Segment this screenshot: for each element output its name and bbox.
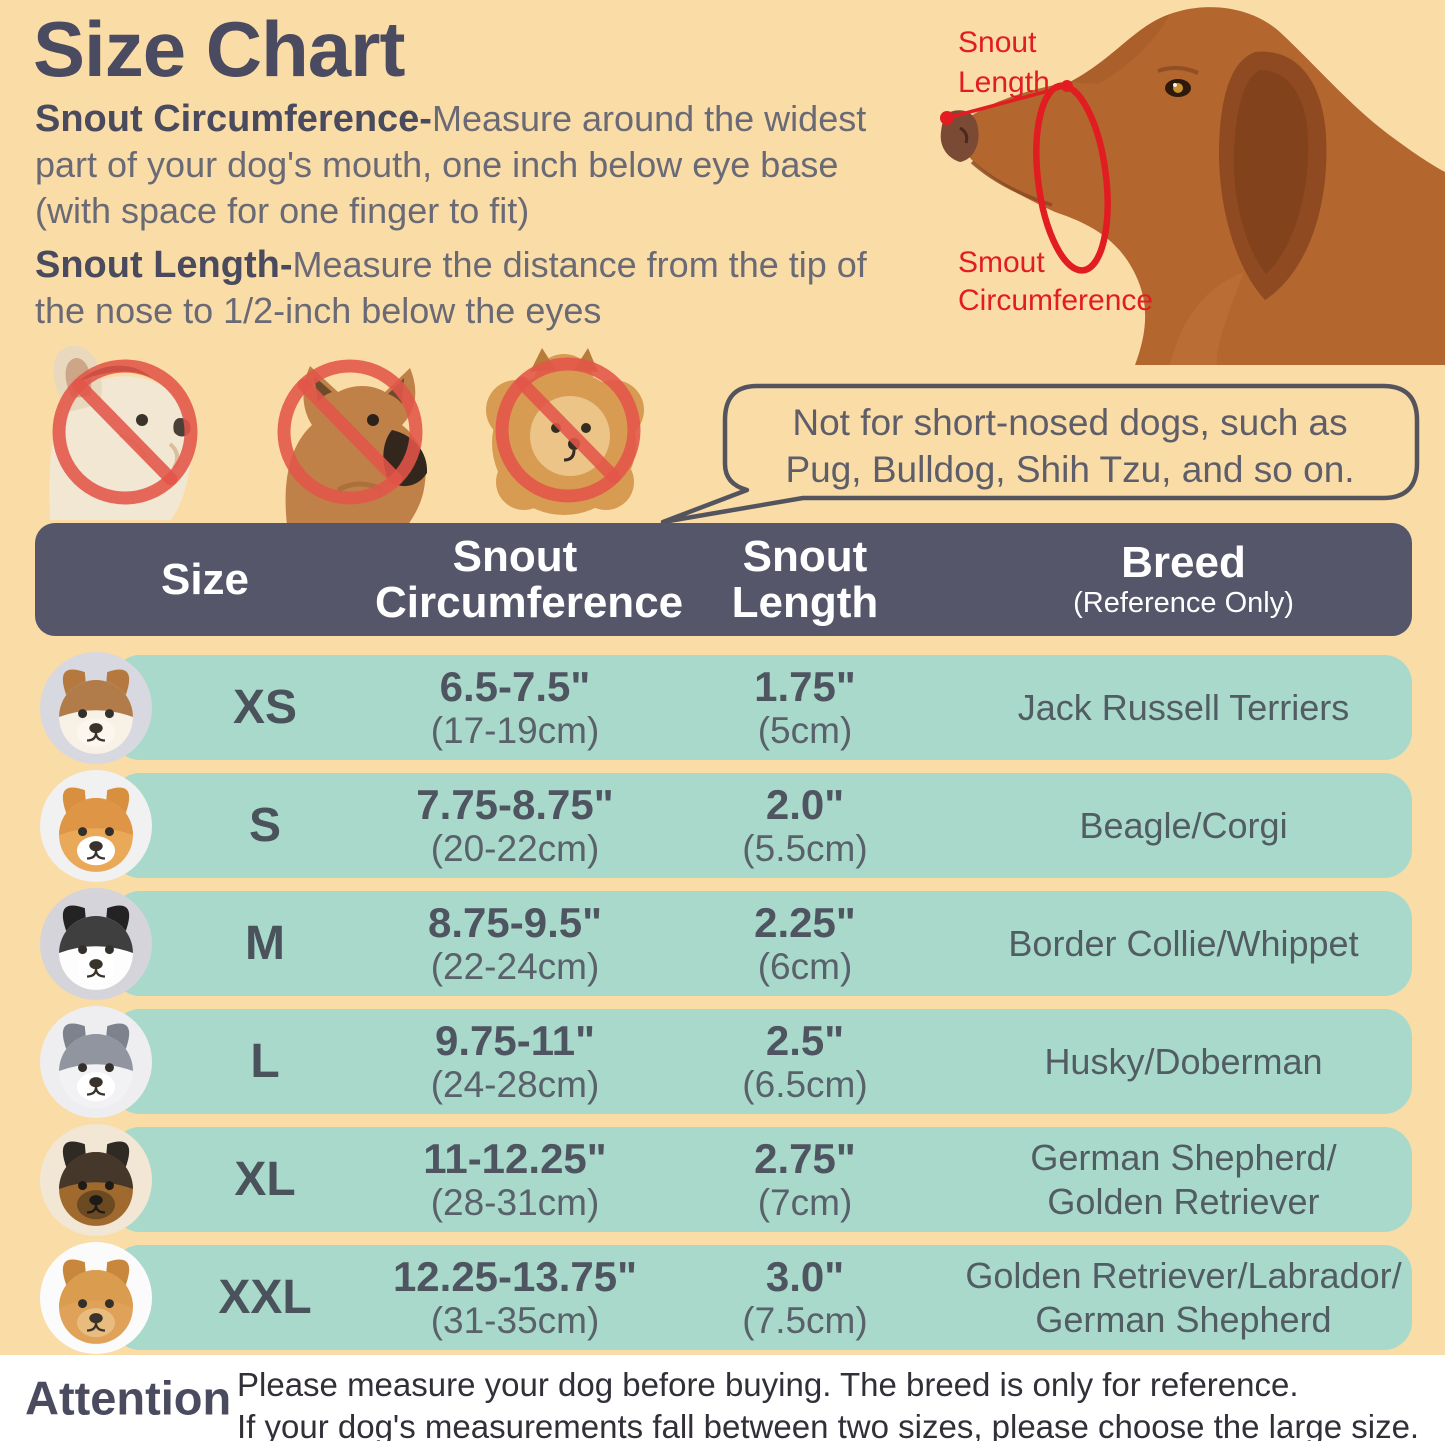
table-row-m: M 8.75-9.5" (22-24cm) 2.25" (6cm) Border C… <box>35 887 1412 1000</box>
attention-label: Attention <box>25 1371 232 1425</box>
column-header-circumference: Snout Circumference <box>375 531 684 627</box>
measurement-annotations: Snout Length Smout Circumference <box>940 26 1153 317</box>
length-cell: 2.5" (6.5cm) <box>742 1016 868 1105</box>
breed-cell: Beagle/Corgi <box>1079 804 1288 846</box>
column-header-length: Snout Length <box>731 531 879 627</box>
row-background <box>112 1009 1412 1114</box>
row-background <box>112 773 1412 878</box>
length-pointer-line <box>946 84 1068 120</box>
row-background <box>112 1127 1412 1232</box>
row-background <box>112 1245 1412 1350</box>
breed-cell: Golden Retriever/Labrador/German Shepher… <box>965 1254 1402 1340</box>
size-cell: M <box>245 917 285 970</box>
size-cell: L <box>250 1035 280 1088</box>
attention-line: If your dog's measurements fall between … <box>237 1408 1420 1441</box>
circumference-cell: 7.75-8.75" (20-22cm) <box>416 780 614 869</box>
circumference-cell: 12.25-13.75" (31-35cm) <box>392 1252 638 1341</box>
golden-retriever-avatar <box>40 1241 152 1354</box>
instruction-snout-length: Snout Length-Measure the distance from t… <box>35 242 885 334</box>
table-row-s: S 7.75-8.75" (20-22cm) 2.0" (5.5cm) Beagle… <box>35 769 1412 882</box>
pomeranian-icon <box>486 348 644 515</box>
warning-bubble-text: Not for short-nosed dogs, such as Pug, B… <box>745 399 1395 493</box>
breed-reference-note: (Reference Only) <box>1073 586 1294 619</box>
prohibited-icon <box>52 359 198 505</box>
breed-cell: German Shepherd/Golden Retriever <box>1030 1136 1337 1222</box>
french-bulldog-cream-icon <box>49 345 198 520</box>
husky-avatar <box>40 1005 152 1118</box>
french-bulldog-fawn-icon <box>277 359 428 525</box>
size-cell: S <box>248 799 281 852</box>
size-cell: XXL <box>218 1271 312 1324</box>
breed-cell: Jack Russell Terriers <box>1017 686 1350 728</box>
length-cell: 2.75" (7cm) <box>754 1134 856 1223</box>
row-content: M 8.75-9.5" (22-24cm) 2.25" (6cm) Border C… <box>35 891 1412 996</box>
instruction-term: Snout Length- <box>35 244 293 286</box>
warning-bubble <box>660 383 1420 525</box>
corgi-avatar <box>40 769 152 882</box>
jack-russell-terrier-avatar <box>40 651 152 764</box>
row-background <box>112 655 1412 760</box>
prohibited-icon <box>495 357 641 503</box>
length-cell: 3.0" (7.5cm) <box>742 1252 868 1341</box>
length-cell: 2.0" (5.5cm) <box>742 780 868 869</box>
column-header-breed: Breed (Reference Only) <box>955 539 1412 620</box>
border-collie-avatar <box>40 887 152 1000</box>
length-cell: 2.25" (6cm) <box>754 898 856 987</box>
dog-measurement-diagram: Snout Length Smout Circumference <box>940 7 1445 365</box>
warning-line: Not for short-nosed dogs, such as <box>792 402 1348 443</box>
row-background <box>112 891 1412 996</box>
table-row-xl: XL 11-12.25" (28-31cm) 2.75" (7cm) German … <box>35 1123 1412 1236</box>
warning-line: Pug, Bulldog, Shih Tzu, and so on. <box>785 449 1355 490</box>
table-row-xs: XS 6.5-7.5" (17-19cm) 1.75" (5cm) Jack Rus… <box>35 651 1412 764</box>
circumference-cell: 11-12.25" (28-31cm) <box>423 1134 607 1223</box>
table-row-l: L 9.75-11" (24-28cm) 2.5" (6.5cm) Husky/Do… <box>35 1005 1412 1118</box>
breed-cell: Border Collie/Whippet <box>1008 922 1359 964</box>
instruction-text: Measure the distance from the tip of the… <box>35 244 867 331</box>
circumference-ellipse <box>1033 82 1111 274</box>
pointer-dot <box>1061 80 1073 92</box>
prohibited-dogs-row <box>20 340 685 525</box>
snout-length-label: Snout <box>958 26 1037 59</box>
pointer-dot <box>940 111 954 125</box>
snout-length-label: Length <box>958 66 1050 99</box>
row-content: XL 11-12.25" (28-31cm) 2.75" (7cm) German … <box>35 1127 1412 1232</box>
circumference-cell: 9.75-11" (24-28cm) <box>430 1016 600 1105</box>
circumference-label: Smout <box>958 246 1045 279</box>
page-title: Size Chart <box>33 5 405 93</box>
attention-bar: Attention Please measure your dog before… <box>0 1355 1445 1441</box>
row-content: XS 6.5-7.5" (17-19cm) 1.75" (5cm) Jack Rus… <box>35 655 1412 760</box>
table-header: Size Snout Circumference Snout Length Br… <box>35 523 1412 636</box>
circumference-cell: 6.5-7.5" (17-19cm) <box>430 662 600 751</box>
column-header-size: Size <box>160 554 250 604</box>
length-cell: 1.75" (5cm) <box>754 662 856 751</box>
row-content: S 7.75-8.75" (20-22cm) 2.0" (5.5cm) Beagle… <box>35 773 1412 878</box>
german-shepherd-avatar <box>40 1123 152 1236</box>
circumference-cell: 8.75-9.5" (22-24cm) <box>427 898 603 987</box>
instruction-snout-circumference: Snout Circumference-Measure around the w… <box>35 96 885 234</box>
row-content: L 9.75-11" (24-28cm) 2.5" (6.5cm) Husky/Do… <box>35 1009 1412 1114</box>
table-row-xxl: XXL 12.25-13.75" (31-35cm) 3.0" (7.5cm) Go… <box>35 1241 1412 1354</box>
attention-line: Please measure your dog before buying. T… <box>237 1366 1299 1403</box>
prohibited-icon <box>277 359 423 505</box>
attention-text: Please measure your dog before buying. T… <box>237 1364 1419 1441</box>
breed-cell: Husky/Doberman <box>1044 1040 1323 1082</box>
row-content: XXL 12.25-13.75" (31-35cm) 3.0" (7.5cm) Go… <box>35 1245 1412 1350</box>
circumference-label: Circumference <box>958 284 1153 317</box>
instruction-term: Snout Circumference- <box>35 98 432 140</box>
instruction-text: Measure around the widest part of your d… <box>35 98 867 231</box>
size-cell: XS <box>232 681 298 734</box>
size-cell: XL <box>234 1153 296 1206</box>
